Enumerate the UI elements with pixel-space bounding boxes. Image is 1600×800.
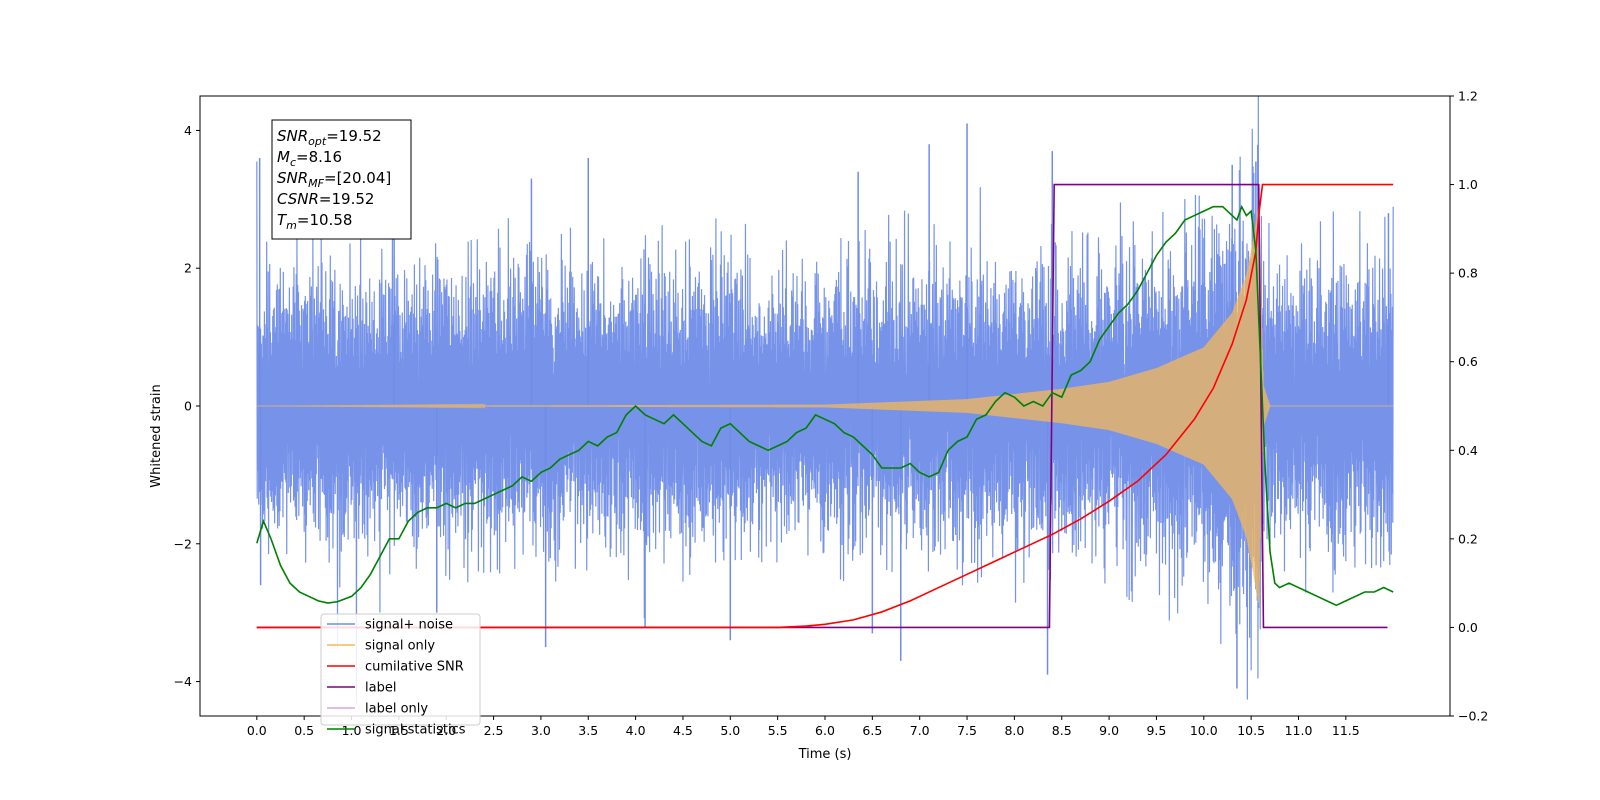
signal-noise-trace xyxy=(256,96,1394,704)
annotation-subscript: c xyxy=(290,156,296,169)
annotation-subscript: m xyxy=(286,219,297,232)
annotation-subscript: MF xyxy=(308,177,324,190)
annotation-line: SNRopt=19.52 xyxy=(277,127,382,148)
y2-tick-label: 1.2 xyxy=(1458,89,1478,104)
annotation-value: =10.58 xyxy=(297,211,353,229)
y2-tick-label: 0.8 xyxy=(1458,266,1478,281)
y-tick-label: 2 xyxy=(184,261,192,276)
x-tick-label: 7.0 xyxy=(910,723,930,738)
x-tick-label: 4.5 xyxy=(673,723,693,738)
x-tick-label: 10.0 xyxy=(1190,723,1218,738)
annotation-symbol: T xyxy=(277,211,288,229)
x-tick-label: 0.0 xyxy=(247,723,267,738)
series-signal-noise xyxy=(256,96,1394,704)
series-label xyxy=(256,183,1388,629)
x-tick-label: 3.5 xyxy=(578,723,598,738)
annotation-subscript: opt xyxy=(308,135,327,148)
legend-entry: cumilative SNR xyxy=(365,660,464,675)
legend-entry: label only xyxy=(365,702,428,717)
y2-tick-label: −0.2 xyxy=(1458,709,1488,724)
y2-tick-label: 0.2 xyxy=(1458,531,1478,546)
y-axis-left: −4 −2 0 2 4 xyxy=(174,123,200,689)
x-tick-label: 7.5 xyxy=(957,723,977,738)
x-tick-label: 1.0 xyxy=(342,723,362,738)
y2-tick-label: 0.4 xyxy=(1458,443,1478,458)
annotation-value: =8.16 xyxy=(296,148,342,166)
x-tick-label: 6.5 xyxy=(862,723,882,738)
series-signal-statistics xyxy=(256,204,1394,607)
annotation-value: =19.52 xyxy=(319,190,375,208)
annotation-frame xyxy=(271,119,412,240)
x-tick-label: 9.0 xyxy=(1099,723,1119,738)
x-tick-label: 5.0 xyxy=(720,723,740,738)
series-signal-only xyxy=(256,207,1394,603)
annotation-symbol: CSNR xyxy=(277,190,319,208)
plot-area xyxy=(256,96,1394,704)
annotation-symbol: SNR xyxy=(277,169,308,187)
x-tick-label: 3.0 xyxy=(531,723,551,738)
cumilative-snr-trace xyxy=(256,183,1394,629)
x-tick-label: 11.0 xyxy=(1285,723,1313,738)
legend-entry: signal only xyxy=(365,639,435,654)
x-tick-label: 4.0 xyxy=(626,723,646,738)
y2-tick-label: 0.0 xyxy=(1458,620,1478,635)
legend-frame xyxy=(320,613,481,726)
annotation-line: CSNR=19.52 xyxy=(277,190,374,208)
x-tick-label: 0.5 xyxy=(294,723,314,738)
x-tick-label: 6.0 xyxy=(815,723,835,738)
x-tick-label: 2.5 xyxy=(484,723,504,738)
x-tick-label: 8.5 xyxy=(1052,723,1072,738)
y-tick-label: 4 xyxy=(184,123,192,138)
signal-statistics-trace xyxy=(256,204,1394,607)
series-cumilative-snr xyxy=(256,183,1394,629)
annotation-value: =[20.04] xyxy=(324,169,391,187)
y-tick-label: −4 xyxy=(174,674,192,689)
annotation-line: Tm=10.58 xyxy=(277,211,352,232)
y-axis-right: −0.2 0.0 0.2 0.4 0.6 0.8 1.0 1.2 xyxy=(1450,89,1488,724)
annotation-line: SNRMF=[20.04] xyxy=(277,169,391,190)
legend-entry: signal statistics xyxy=(365,723,466,738)
annotation-symbol: M xyxy=(277,148,290,166)
y2-tick-label: 1.0 xyxy=(1458,177,1478,192)
label-trace xyxy=(256,183,1388,629)
y-tick-label: −2 xyxy=(174,536,192,551)
x-tick-label: 5.5 xyxy=(768,723,788,738)
x-tick-label: 2.0 xyxy=(436,723,456,738)
x-axis: 0.0 0.5 1.0 1.5 2.0 2.5 3.0 3.5 4.0 4.5 5.0 5.5 6.0 6… xyxy=(247,716,1360,738)
annotation-symbol: SNR xyxy=(277,127,308,145)
x-tick-label: 9.5 xyxy=(1146,723,1166,738)
annotation-line: Mc=8.16 xyxy=(277,148,342,169)
annotation-value: =19.52 xyxy=(326,127,382,145)
legend-entry: label xyxy=(365,681,396,696)
x-tick-label: 8.0 xyxy=(1004,723,1024,738)
y-tick-label: 0 xyxy=(184,399,192,414)
y-axis-label: Whitened strain xyxy=(149,384,164,487)
legend-entry: signal+ noise xyxy=(365,618,453,633)
annotation-box: SNRopt=19.52Mc=8.16SNRMF=[20.04]CSNR=19.… xyxy=(271,119,412,240)
y2-tick-label: 0.6 xyxy=(1458,354,1478,369)
signal-only-trace xyxy=(256,207,1394,603)
x-tick-label: 10.5 xyxy=(1237,723,1265,738)
x-axis-label: Time (s) xyxy=(798,747,852,762)
x-tick-label: 11.5 xyxy=(1332,723,1360,738)
x-tick-label: 1.5 xyxy=(389,723,409,738)
legend: signal+ noise signal only cumilative SNR la… xyxy=(320,613,481,738)
